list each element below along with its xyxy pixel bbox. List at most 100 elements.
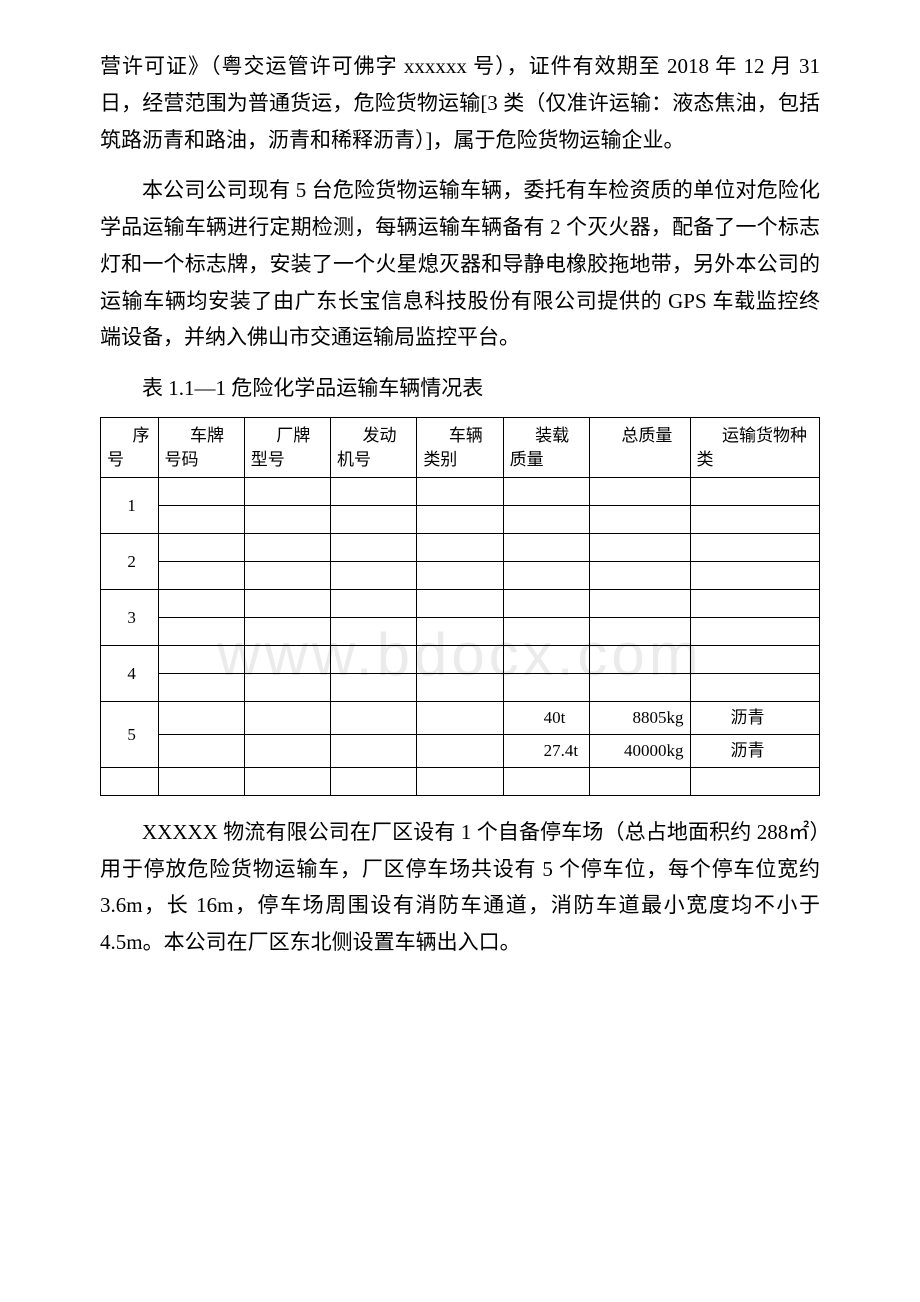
cell	[244, 478, 330, 506]
table-row: 3	[101, 590, 820, 618]
cell	[158, 534, 244, 562]
cell	[503, 674, 589, 702]
col-model: 厂牌型号	[244, 417, 330, 478]
table-row	[101, 674, 820, 702]
cell-total: 40000kg	[589, 735, 690, 768]
cell	[244, 674, 330, 702]
cell	[158, 590, 244, 618]
cell	[417, 562, 503, 590]
cell	[331, 674, 417, 702]
cell	[331, 702, 417, 735]
cell-seq: 2	[101, 534, 159, 590]
cell	[158, 618, 244, 646]
cell-cargo: 沥青	[690, 702, 820, 735]
cell	[417, 767, 503, 795]
cell	[331, 534, 417, 562]
cell	[244, 534, 330, 562]
cell	[158, 702, 244, 735]
cell	[690, 534, 820, 562]
cell	[589, 562, 690, 590]
cell	[690, 506, 820, 534]
cell	[503, 767, 589, 795]
paragraph-2: 本公司公司现有 5 台危险货物运输车辆，委托有车检资质的单位对危险化学品运输车辆…	[100, 172, 820, 356]
cell	[331, 562, 417, 590]
paragraph-1: 营许可证》（粤交运管许可佛字 xxxxxx 号），证件有效期至 2018 年 1…	[100, 48, 820, 158]
col-engine: 发动机号	[331, 417, 417, 478]
cell	[690, 590, 820, 618]
cell	[417, 674, 503, 702]
cell	[331, 478, 417, 506]
cell	[503, 618, 589, 646]
table-row: 2	[101, 534, 820, 562]
cell-load: 40t	[503, 702, 589, 735]
cell	[158, 562, 244, 590]
paragraph-3: XXXXX 物流有限公司在厂区设有 1 个自备停车场（总占地面积约 288㎡）用…	[100, 814, 820, 961]
cell	[244, 506, 330, 534]
cell	[158, 506, 244, 534]
cell	[417, 618, 503, 646]
table-row	[101, 618, 820, 646]
cell	[690, 562, 820, 590]
cell	[158, 767, 244, 795]
cell	[690, 674, 820, 702]
cell	[503, 478, 589, 506]
cell	[417, 702, 503, 735]
col-load: 装载质量	[503, 417, 589, 478]
cell	[417, 478, 503, 506]
cell	[417, 735, 503, 768]
cell	[331, 646, 417, 674]
cell	[690, 767, 820, 795]
col-cargo: 运输货物种类	[690, 417, 820, 478]
cell	[589, 646, 690, 674]
cell	[503, 590, 589, 618]
table-header-row: 序号 车牌号码 厂牌型号 发动机号 车辆类别 装载质量 总质量 运输货物种类	[101, 417, 820, 478]
cell	[244, 646, 330, 674]
cell	[503, 506, 589, 534]
cell	[158, 646, 244, 674]
cell	[158, 478, 244, 506]
cell	[589, 590, 690, 618]
cell	[331, 735, 417, 768]
cell	[101, 767, 159, 795]
table-row: 1	[101, 478, 820, 506]
cell	[244, 702, 330, 735]
cell	[589, 478, 690, 506]
col-total: 总质量	[589, 417, 690, 478]
cell	[331, 618, 417, 646]
cell	[244, 767, 330, 795]
cell-total: 8805kg	[589, 702, 690, 735]
cell-seq: 3	[101, 590, 159, 646]
cell	[503, 562, 589, 590]
cell	[331, 767, 417, 795]
table-row: 27.4t 40000kg 沥青	[101, 735, 820, 768]
cell	[690, 646, 820, 674]
table-row	[101, 767, 820, 795]
table-row	[101, 562, 820, 590]
cell	[417, 534, 503, 562]
cell-seq: 4	[101, 646, 159, 702]
table-row	[101, 506, 820, 534]
table-row: 4	[101, 646, 820, 674]
cell	[331, 590, 417, 618]
cell	[589, 767, 690, 795]
cell	[158, 674, 244, 702]
col-plate: 车牌号码	[158, 417, 244, 478]
cell	[690, 618, 820, 646]
cell	[244, 618, 330, 646]
cell	[589, 618, 690, 646]
cell-cargo: 沥青	[690, 735, 820, 768]
table-row: 5 40t 8805kg 沥青	[101, 702, 820, 735]
cell	[589, 674, 690, 702]
col-type: 车辆类别	[417, 417, 503, 478]
vehicle-table: 序号 车牌号码 厂牌型号 发动机号 车辆类别 装载质量 总质量 运输货物种类 1…	[100, 417, 820, 796]
cell	[589, 506, 690, 534]
cell	[690, 478, 820, 506]
cell	[244, 562, 330, 590]
cell-seq: 5	[101, 702, 159, 768]
cell	[503, 646, 589, 674]
table-title: 表 1.1—1 危险化学品运输车辆情况表	[100, 370, 820, 407]
cell	[244, 590, 330, 618]
cell-load: 27.4t	[503, 735, 589, 768]
cell	[589, 534, 690, 562]
cell	[244, 735, 330, 768]
